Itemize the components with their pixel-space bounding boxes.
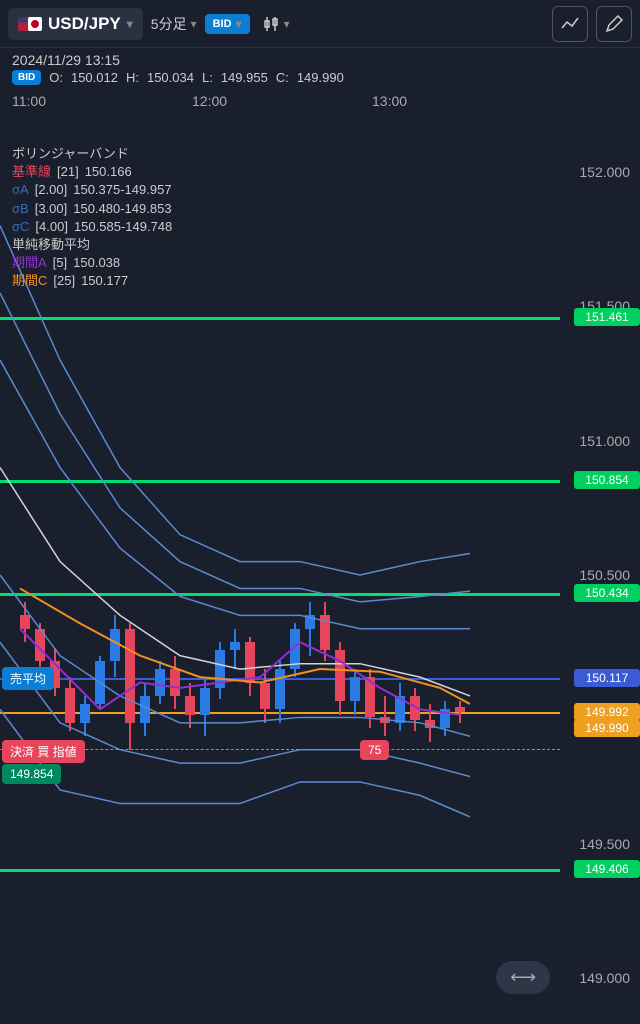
time-axis: 11:00 12:00 13:00 <box>0 89 640 113</box>
price-tag: 149.992 <box>574 703 640 721</box>
timeframe-selector[interactable]: 5分足 ▾ <box>151 14 197 34</box>
chart-marker: 149.854 <box>2 764 61 784</box>
bid-badge-small: BID <box>12 70 41 85</box>
bb-base-val: 150.166 <box>85 163 132 181</box>
price-tick: 150.500 <box>579 567 630 583</box>
horizontal-line <box>0 593 560 596</box>
sma-c-period: [25] <box>53 272 75 290</box>
bollinger-title: ボリンジャーバンド <box>12 145 172 163</box>
bb-sigb-val: 150.480-149.853 <box>73 200 171 218</box>
trend-icon <box>560 14 580 34</box>
info-bar: 2024/11/29 13:15 BID O: 150.012 H: 150.034… <box>0 48 640 89</box>
time-tick: 11:00 <box>12 93 192 109</box>
chevron-down-icon: ▾ <box>127 17 133 31</box>
symbol-selector[interactable]: USD/JPY ▾ <box>8 8 143 40</box>
horizontal-line <box>0 480 560 483</box>
draw-button[interactable] <box>596 6 632 42</box>
bb-base-period: [21] <box>57 163 79 181</box>
price-tick: 152.000 <box>579 164 630 180</box>
chevron-down-icon: ▾ <box>236 17 242 31</box>
bid-label: BID <box>213 18 232 30</box>
chevron-down-icon: ▾ <box>284 17 290 31</box>
pencil-icon <box>604 14 624 34</box>
time-tick: 13:00 <box>372 93 552 109</box>
bb-siga-period: [2.00] <box>35 181 68 199</box>
price-tick: 149.000 <box>579 970 630 986</box>
chart-marker: 75 <box>360 740 389 760</box>
pan-control[interactable]: ⟷ <box>496 961 550 994</box>
bb-siga-val: 150.375-149.957 <box>73 181 171 199</box>
chart-marker: 決済 買 指値 <box>2 740 85 763</box>
sma-c-val: 150.177 <box>81 272 128 290</box>
bb-sigc-val: 150.585-149.748 <box>74 218 172 236</box>
bb-sigb-label: σB <box>12 200 29 218</box>
timeframe-label: 5分足 <box>151 14 187 34</box>
low-value: 149.955 <box>221 70 268 85</box>
horizontal-line <box>0 869 560 872</box>
flag-jp-icon <box>28 17 42 31</box>
indicator-button[interactable] <box>552 6 588 42</box>
price-tag: 149.990 <box>574 719 640 737</box>
arrow-left-right-icon: ⟷ <box>510 967 536 987</box>
currency-flags <box>18 17 42 31</box>
bb-sigc-label: σC <box>12 218 29 236</box>
open-label: O: <box>49 70 63 85</box>
sma-a-label: 期間A <box>12 254 47 272</box>
open-value: 150.012 <box>71 70 118 85</box>
bb-base-label: 基準線 <box>12 163 51 181</box>
close-label: C: <box>276 70 289 85</box>
ohlc-line: BID O: 150.012 H: 150.034 L: 149.955 C: 149.… <box>12 70 628 85</box>
time-tick: 12:00 <box>192 93 372 109</box>
price-tag: 149.406 <box>574 860 640 878</box>
chevron-down-icon: ▾ <box>191 17 197 31</box>
price-tick: 149.500 <box>579 836 630 852</box>
chart-marker: 売平均 <box>2 667 54 690</box>
horizontal-line <box>0 317 560 320</box>
price-tag: 150.854 <box>574 471 640 489</box>
symbol-label: USD/JPY <box>48 14 121 34</box>
price-axis: 152.000151.500151.000150.500150.000149.5… <box>560 145 640 1005</box>
indicator-panel: ボリンジャーバンド 基準線 [21] 150.166 σA [2.00] 150.375… <box>12 145 172 291</box>
close-value: 149.990 <box>297 70 344 85</box>
candlestick-icon <box>262 14 282 34</box>
low-label: L: <box>202 70 213 85</box>
sma-title: 単純移動平均 <box>12 236 172 254</box>
bb-sigc-period: [4.00] <box>35 218 68 236</box>
chart-type-button[interactable]: ▾ <box>258 6 294 42</box>
sma-a-period: [5] <box>53 254 67 272</box>
bb-siga-label: σA <box>12 181 29 199</box>
high-value: 150.034 <box>147 70 194 85</box>
bb-sigb-period: [3.00] <box>35 200 68 218</box>
price-tick: 151.000 <box>579 433 630 449</box>
price-tag: 151.461 <box>574 308 640 326</box>
price-tag: 150.117 <box>574 669 640 687</box>
datetime-label: 2024/11/29 13:15 <box>12 52 628 68</box>
sma-a-val: 150.038 <box>73 254 120 272</box>
high-label: H: <box>126 70 139 85</box>
toolbar: USD/JPY ▾ 5分足 ▾ BID ▾ ▾ <box>0 0 640 48</box>
bid-toggle[interactable]: BID ▾ <box>205 14 250 34</box>
price-tag: 150.434 <box>574 584 640 602</box>
sma-c-label: 期間C <box>12 272 47 290</box>
